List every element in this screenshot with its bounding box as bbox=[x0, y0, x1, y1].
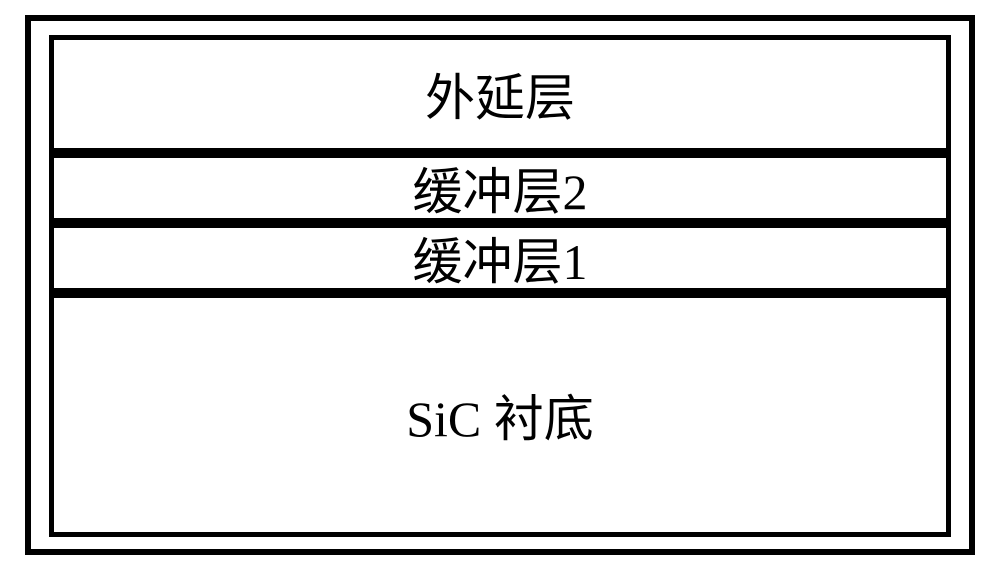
layer-substrate: SiC 衬底 bbox=[49, 293, 951, 537]
layer-epi: 外延层 bbox=[49, 35, 951, 153]
layer-stack-diagram: 外延层缓冲层2缓冲层1 SiC 衬底 bbox=[25, 15, 975, 555]
layer-buffer2: 缓冲层2 bbox=[49, 153, 951, 223]
layer-buffer2-label: 缓冲层2 bbox=[413, 152, 588, 224]
layer-epi-label: 外延层 bbox=[425, 58, 575, 130]
layer-buffer1-label: 缓冲层1 bbox=[413, 222, 588, 294]
layer-substrate-label: SiC 衬底 bbox=[406, 379, 594, 451]
layer-buffer1: 缓冲层1 bbox=[49, 223, 951, 293]
